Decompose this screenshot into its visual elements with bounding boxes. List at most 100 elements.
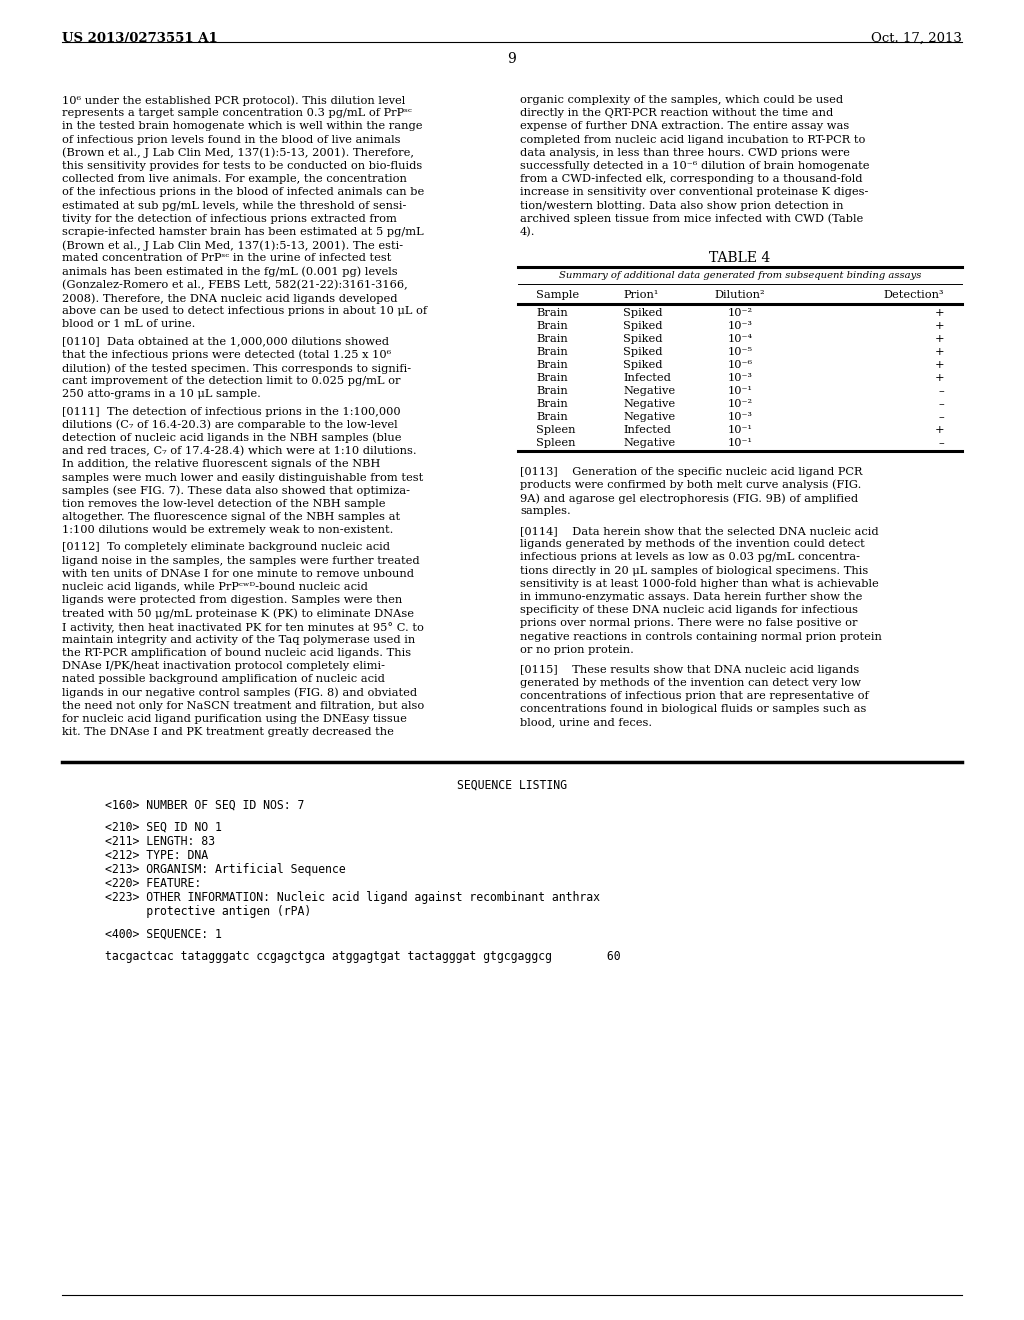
Text: negative reactions in controls containing normal prion protein: negative reactions in controls containin… [520, 631, 882, 642]
Text: for nucleic acid ligand purification using the DNEasy tissue: for nucleic acid ligand purification usi… [62, 714, 407, 725]
Text: 9: 9 [508, 51, 516, 66]
Text: dilution) of the tested specimen. This corresponds to signifi-: dilution) of the tested specimen. This c… [62, 363, 411, 374]
Text: animals has been estimated in the fg/mL (0.001 pg) levels: animals has been estimated in the fg/mL … [62, 267, 397, 277]
Text: –: – [938, 399, 944, 409]
Text: [0114]    Data herein show that the selected DNA nucleic acid: [0114] Data herein show that the selecte… [520, 525, 879, 536]
Text: Summary of additional data generated from subsequent binding assays: Summary of additional data generated fro… [559, 271, 922, 280]
Text: <220> FEATURE:: <220> FEATURE: [105, 876, 202, 890]
Text: samples.: samples. [520, 506, 570, 516]
Text: 10⁻¹: 10⁻¹ [727, 425, 753, 434]
Text: increase in sensitivity over conventional proteinase K diges-: increase in sensitivity over conventiona… [520, 187, 868, 198]
Text: [0112]  To completely eliminate background nucleic acid: [0112] To completely eliminate backgroun… [62, 543, 390, 553]
Text: Brain: Brain [536, 308, 567, 318]
Text: +: + [934, 321, 944, 331]
Text: [0110]  Data obtained at the 1,000,000 dilutions showed: [0110] Data obtained at the 1,000,000 di… [62, 337, 389, 347]
Text: 10⁻³: 10⁻³ [727, 321, 753, 331]
Text: nucleic acid ligands, while PrPᶜʷᴰ-bound nucleic acid: nucleic acid ligands, while PrPᶜʷᴰ-bound… [62, 582, 368, 593]
Text: SEQUENCE LISTING: SEQUENCE LISTING [457, 779, 567, 792]
Text: in the tested brain homogenate which is well within the range: in the tested brain homogenate which is … [62, 121, 423, 132]
Text: 10⁶ under the established PCR protocol). This dilution level: 10⁶ under the established PCR protocol).… [62, 95, 406, 106]
Text: <212> TYPE: DNA: <212> TYPE: DNA [105, 849, 208, 862]
Text: Negative: Negative [623, 438, 675, 447]
Text: this sensitivity provides for tests to be conducted on bio-fluids: this sensitivity provides for tests to b… [62, 161, 422, 172]
Text: (Brown et al., J Lab Clin Med, 137(1):5-13, 2001). Therefore,: (Brown et al., J Lab Clin Med, 137(1):5-… [62, 148, 414, 158]
Text: 1:100 dilutions would be extremely weak to non-existent.: 1:100 dilutions would be extremely weak … [62, 525, 393, 536]
Text: nated possible background amplification of nucleic acid: nated possible background amplification … [62, 675, 385, 685]
Text: +: + [934, 425, 944, 434]
Text: Brain: Brain [536, 412, 567, 422]
Text: above can be used to detect infectious prions in about 10 μL of: above can be used to detect infectious p… [62, 306, 427, 317]
Text: <400> SEQUENCE: 1: <400> SEQUENCE: 1 [105, 927, 222, 940]
Text: successfully detected in a 10⁻⁶ dilution of brain homogenate: successfully detected in a 10⁻⁶ dilution… [520, 161, 869, 172]
Text: scrapie-infected hamster brain has been estimated at 5 pg/mL: scrapie-infected hamster brain has been … [62, 227, 424, 238]
Text: estimated at sub pg/mL levels, while the threshold of sensi-: estimated at sub pg/mL levels, while the… [62, 201, 407, 211]
Text: that the infectious prions were detected (total 1.25 x 10⁶: that the infectious prions were detected… [62, 350, 391, 360]
Text: Dilution²: Dilution² [715, 290, 765, 300]
Text: Negative: Negative [623, 412, 675, 422]
Text: 10⁻⁶: 10⁻⁶ [727, 360, 753, 370]
Text: [0115]    These results show that DNA nucleic acid ligands: [0115] These results show that DNA nucle… [520, 664, 859, 675]
Text: Infected: Infected [623, 372, 671, 383]
Text: Spiked: Spiked [623, 334, 663, 343]
Text: <210> SEQ ID NO 1: <210> SEQ ID NO 1 [105, 821, 222, 834]
Text: In addition, the relative fluorescent signals of the NBH: In addition, the relative fluorescent si… [62, 459, 380, 470]
Text: DNAse I/PK/heat inactivation protocol completely elimi-: DNAse I/PK/heat inactivation protocol co… [62, 661, 385, 672]
Text: +: + [934, 334, 944, 343]
Text: Oct. 17, 2013: Oct. 17, 2013 [871, 32, 962, 45]
Text: US 2013/0273551 A1: US 2013/0273551 A1 [62, 32, 218, 45]
Text: <160> NUMBER OF SEQ ID NOS: 7: <160> NUMBER OF SEQ ID NOS: 7 [105, 799, 304, 812]
Text: tions directly in 20 μL samples of biological specimens. This: tions directly in 20 μL samples of biolo… [520, 565, 868, 576]
Text: +: + [934, 372, 944, 383]
Text: Brain: Brain [536, 321, 567, 331]
Text: dilutions (C₇ of 16.4-20.3) are comparable to the low-level: dilutions (C₇ of 16.4-20.3) are comparab… [62, 420, 397, 430]
Text: –: – [938, 438, 944, 447]
Text: 10⁻¹: 10⁻¹ [727, 438, 753, 447]
Text: I activity, then heat inactivated PK for ten minutes at 95° C. to: I activity, then heat inactivated PK for… [62, 622, 424, 632]
Text: 10⁻⁵: 10⁻⁵ [727, 347, 753, 356]
Text: ligand noise in the samples, the samples were further treated: ligand noise in the samples, the samples… [62, 556, 420, 566]
Text: directly in the QRT-PCR reaction without the time and: directly in the QRT-PCR reaction without… [520, 108, 834, 119]
Text: Prion¹: Prion¹ [623, 290, 658, 300]
Text: Brain: Brain [536, 334, 567, 343]
Text: 10⁻²: 10⁻² [727, 308, 753, 318]
Text: +: + [934, 308, 944, 318]
Text: Infected: Infected [623, 425, 671, 434]
Text: tion removes the low-level detection of the NBH sample: tion removes the low-level detection of … [62, 499, 385, 510]
Text: concentrations found in biological fluids or samples such as: concentrations found in biological fluid… [520, 704, 866, 714]
Text: prions over normal prions. There were no false positive or: prions over normal prions. There were no… [520, 618, 857, 628]
Text: or no prion protein.: or no prion protein. [520, 644, 634, 655]
Text: maintain integrity and activity of the Taq polymerase used in: maintain integrity and activity of the T… [62, 635, 416, 645]
Text: Spiked: Spiked [623, 321, 663, 331]
Text: products were confirmed by both melt curve analysis (FIG.: products were confirmed by both melt cur… [520, 479, 861, 490]
Text: treated with 50 μg/mL proteinase K (PK) to eliminate DNAse: treated with 50 μg/mL proteinase K (PK) … [62, 609, 414, 619]
Text: [0113]    Generation of the specific nucleic acid ligand PCR: [0113] Generation of the specific nuclei… [520, 466, 862, 477]
Text: Spiked: Spiked [623, 308, 663, 318]
Text: Brain: Brain [536, 360, 567, 370]
Text: ligands were protected from digestion. Samples were then: ligands were protected from digestion. S… [62, 595, 402, 606]
Text: kit. The DNAse I and PK treatment greatly decreased the: kit. The DNAse I and PK treatment greatl… [62, 727, 394, 738]
Text: 4).: 4). [520, 227, 536, 238]
Text: TABLE 4: TABLE 4 [710, 251, 771, 265]
Text: ligands generated by methods of the invention could detect: ligands generated by methods of the inve… [520, 539, 864, 549]
Text: <223> OTHER INFORMATION: Nucleic acid ligand against recombinant anthrax: <223> OTHER INFORMATION: Nucleic acid li… [105, 891, 600, 904]
Text: of the infectious prions in the blood of infected animals can be: of the infectious prions in the blood of… [62, 187, 424, 198]
Text: –: – [938, 385, 944, 396]
Text: (Gonzalez-Romero et al., FEBS Lett, 582(21-22):3161-3166,: (Gonzalez-Romero et al., FEBS Lett, 582(… [62, 280, 408, 290]
Text: data analysis, in less than three hours. CWD prions were: data analysis, in less than three hours.… [520, 148, 850, 158]
Text: infectious prions at levels as low as 0.03 pg/mL concentra-: infectious prions at levels as low as 0.… [520, 552, 860, 562]
Text: 9A) and agarose gel electrophoresis (FIG. 9B) of amplified: 9A) and agarose gel electrophoresis (FIG… [520, 492, 858, 503]
Text: specificity of these DNA nucleic acid ligands for infectious: specificity of these DNA nucleic acid li… [520, 605, 858, 615]
Text: Detection³: Detection³ [884, 290, 944, 300]
Text: Spiked: Spiked [623, 360, 663, 370]
Text: protective antigen (rPA): protective antigen (rPA) [105, 906, 311, 917]
Text: sensitivity is at least 1000-fold higher than what is achievable: sensitivity is at least 1000-fold higher… [520, 578, 879, 589]
Text: Brain: Brain [536, 372, 567, 383]
Text: from a CWD-infected elk, corresponding to a thousand-fold: from a CWD-infected elk, corresponding t… [520, 174, 862, 185]
Text: –: – [938, 412, 944, 422]
Text: blood, urine and feces.: blood, urine and feces. [520, 717, 652, 727]
Text: concentrations of infectious prion that are representative of: concentrations of infectious prion that … [520, 690, 868, 701]
Text: detection of nucleic acid ligands in the NBH samples (blue: detection of nucleic acid ligands in the… [62, 433, 401, 444]
Text: completed from nucleic acid ligand incubation to RT-PCR to: completed from nucleic acid ligand incub… [520, 135, 865, 145]
Text: (Brown et al., J Lab Clin Med, 137(1):5-13, 2001). The esti-: (Brown et al., J Lab Clin Med, 137(1):5-… [62, 240, 403, 251]
Text: <211> LENGTH: 83: <211> LENGTH: 83 [105, 834, 215, 847]
